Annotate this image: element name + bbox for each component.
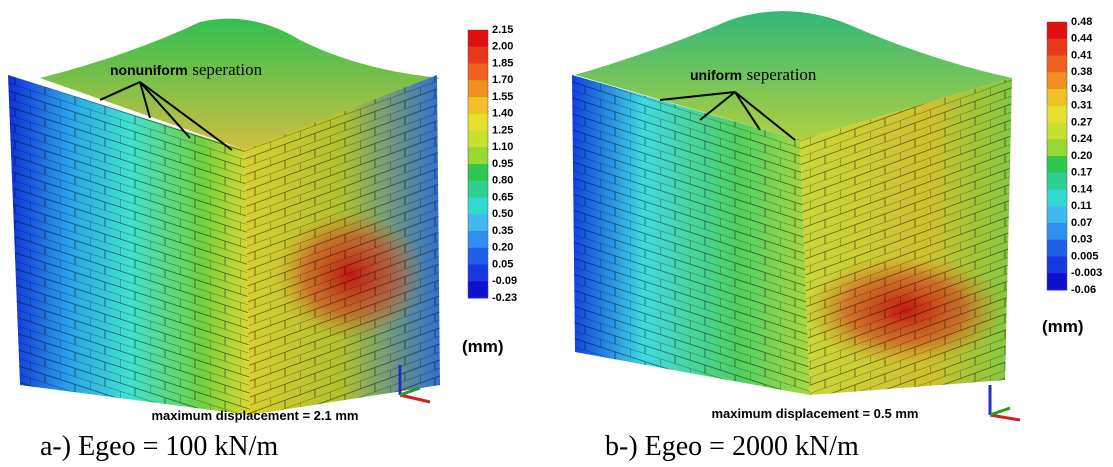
legend-label: 0.95	[492, 158, 513, 170]
legend-label: -0.23	[492, 292, 517, 304]
legend-label: 0.05	[492, 258, 513, 270]
legend-swatch	[468, 97, 488, 114]
legend-label: 0.20	[1071, 150, 1092, 162]
legend-label: 0.24	[1071, 133, 1093, 145]
legend-unit: (mm)	[462, 337, 504, 356]
legend-label: 0.65	[492, 191, 513, 203]
legend-label: 1.85	[492, 57, 513, 69]
legend-label: 1.70	[492, 74, 513, 86]
legend-swatch	[1047, 56, 1067, 73]
legend-label: 0.20	[492, 242, 513, 254]
legend-label: 0.11	[1071, 200, 1092, 212]
legend-swatch	[468, 114, 488, 131]
annotation-bold: nonuniform	[110, 62, 188, 78]
legend-label: 1.55	[492, 91, 513, 103]
legend-label: 0.14	[1071, 183, 1093, 195]
figure: 2.15 2.00 1.85 1.70 1.55 1.40 1.25 1.10 0.95 0.80…	[0, 0, 1113, 467]
legend-label: -0.003	[1071, 267, 1102, 279]
legend-swatch	[1047, 39, 1067, 56]
legend-label: 0.03	[1071, 234, 1092, 246]
legend-swatch	[1047, 89, 1067, 106]
legend-label: 0.31	[1071, 100, 1092, 112]
legend-label: 0.44	[1071, 33, 1093, 45]
legend-label: 0.35	[492, 225, 513, 237]
legend-swatch	[468, 30, 488, 47]
legend-label: 0.48	[1071, 16, 1092, 28]
legend-label: 0.41	[1071, 49, 1092, 61]
legend-swatch	[468, 64, 488, 81]
legend-label: 1.25	[492, 124, 513, 136]
caption: b-) Egeo = 2000 kN/m	[605, 431, 859, 462]
legend-label: 0.17	[1071, 167, 1092, 179]
legend-swatch	[1047, 223, 1067, 240]
annotation-bold: uniform	[690, 67, 742, 83]
legend-swatch	[468, 147, 488, 164]
caption: a-) Egeo = 100 kN/m	[40, 431, 278, 462]
legend-swatch	[468, 265, 488, 282]
annotation: nonuniform seperation	[110, 60, 263, 79]
legend-swatch	[1047, 257, 1067, 274]
legend-label: 0.34	[1071, 83, 1093, 95]
legend-swatch	[1047, 240, 1067, 257]
legend-label: 2.15	[492, 24, 513, 36]
legend-swatch	[1047, 22, 1067, 39]
annotation-text: seperation	[192, 60, 262, 79]
legend-swatch	[468, 281, 488, 298]
legend-swatch	[468, 181, 488, 198]
annotation: uniform seperation	[690, 65, 817, 84]
legend-label: 0.07	[1071, 217, 1092, 229]
legend-swatch	[1047, 273, 1067, 290]
legend-label: -0.09	[492, 275, 517, 287]
legend-swatch	[1047, 173, 1067, 190]
legend-swatch	[1047, 72, 1067, 89]
legend-label: -0.06	[1071, 284, 1096, 296]
legend-label: 0.27	[1071, 116, 1092, 128]
legend-label: 1.40	[492, 108, 513, 120]
legend-swatch	[1047, 190, 1067, 207]
max-displacement: maximum displacement = 2.1 mm	[151, 408, 358, 423]
legend-swatch	[1047, 123, 1067, 140]
legend-label: 2.00	[492, 41, 513, 53]
legend-swatch	[468, 47, 488, 64]
legend-unit: (mm)	[1042, 317, 1084, 336]
legend-label: 0.50	[492, 208, 513, 220]
legend-swatch	[468, 80, 488, 97]
legend-swatch	[468, 248, 488, 265]
legend-swatch	[468, 131, 488, 148]
legend-swatch	[1047, 206, 1067, 223]
legend-swatch	[1047, 156, 1067, 173]
legend-swatch	[468, 198, 488, 215]
legend-swatch	[1047, 139, 1067, 156]
annotation-text: seperation	[747, 65, 817, 84]
legend-swatch	[1047, 106, 1067, 123]
legend-label: 1.10	[492, 141, 513, 153]
legend-swatch	[468, 231, 488, 248]
legend-label: 0.005	[1071, 250, 1099, 262]
max-displacement: maximum displacement = 0.5 mm	[711, 406, 918, 421]
legend-swatch	[468, 214, 488, 231]
legend-label: 0.38	[1071, 66, 1092, 78]
legend-swatch	[468, 164, 488, 181]
legend-label: 0.80	[492, 175, 513, 187]
